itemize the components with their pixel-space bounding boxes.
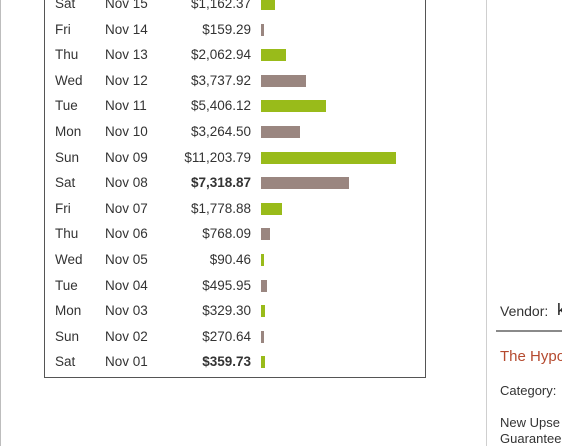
day-cell: Sat <box>55 354 76 370</box>
sales-bar <box>261 279 267 292</box>
sales-bar <box>261 202 282 215</box>
amount-cell: $329.30 <box>202 303 251 319</box>
sales-bar <box>261 151 396 164</box>
description-line: New Upse <box>500 415 560 430</box>
amount-cell: $3,264.50 <box>190 124 251 139</box>
sales-row: Wed Nov 12 $3,737.92 <box>55 71 415 91</box>
date-cell: Nov 04 <box>105 277 148 293</box>
sales-bar <box>261 305 265 318</box>
amount-cell: $159.29 <box>202 21 251 37</box>
amount-cell: $359.73 <box>202 354 251 370</box>
sidebar-border <box>486 0 487 446</box>
date-cell: Nov 14 <box>105 21 148 37</box>
date-cell: Nov 02 <box>105 328 148 344</box>
daily-sales-panel: Sat Nov 15 $1,162.37 Fri Nov 14 $159.29 Thu Nov… <box>44 0 426 378</box>
day-cell: Fri <box>55 21 71 37</box>
date-cell: Nov 11 <box>105 98 147 114</box>
day-cell: Thu <box>55 47 79 63</box>
day-cell: Sun <box>55 328 80 344</box>
date-cell: Nov 12 <box>105 72 148 88</box>
date-cell: Nov 03 <box>105 303 148 319</box>
sales-row: Tue Nov 11 $5,406.12 <box>55 96 415 116</box>
sales-row: Sat Nov 08 $7,318.87 <box>55 173 415 193</box>
day-cell: Wed <box>55 252 83 267</box>
description-line: Guarantee <box>500 431 562 446</box>
sales-row: Fri Nov 14 $159.29 <box>55 20 415 40</box>
date-cell: Nov 10 <box>105 124 148 139</box>
sales-row: Mon Nov 10 $3,264.50 <box>55 122 415 142</box>
vendor-value: k <box>557 300 562 319</box>
sales-bar <box>261 74 306 87</box>
sales-bar <box>261 177 349 190</box>
date-cell: Nov 09 <box>105 149 148 165</box>
amount-cell: $11,203.79 <box>184 149 251 165</box>
category-label: Category: <box>500 383 557 398</box>
sales-row: Sat Nov 15 $1,162.37 <box>55 0 415 14</box>
date-cell: Nov 08 <box>105 175 148 191</box>
amount-cell: $5,406.12 <box>190 98 251 114</box>
day-cell: Tue <box>55 277 78 293</box>
day-cell: Tue <box>55 98 78 114</box>
sales-row: Sat Nov 01 $359.73 <box>55 352 415 372</box>
day-cell: Sun <box>55 149 80 165</box>
amount-cell: $3,737.92 <box>190 72 251 88</box>
day-cell: Mon <box>55 303 82 319</box>
amount-cell: $1,778.88 <box>190 200 251 216</box>
date-cell: Nov 15 <box>105 0 148 11</box>
date-cell: Nov 07 <box>105 200 148 216</box>
amount-cell: $1,162.37 <box>190 0 251 11</box>
sales-bar <box>261 126 300 138</box>
day-cell: Sat <box>55 0 76 11</box>
date-cell: Nov 05 <box>105 252 148 267</box>
sales-row: Fri Nov 07 $1,778.88 <box>55 199 415 219</box>
sales-row: Sun Nov 02 $270.64 <box>55 327 415 347</box>
sales-bar <box>261 100 326 113</box>
amount-cell: $270.64 <box>202 328 251 344</box>
day-cell: Wed <box>55 72 83 88</box>
sales-bar <box>261 254 264 266</box>
sales-row: Tue Nov 04 $495.95 <box>55 276 415 296</box>
sales-row: Sun Nov 09 $11,203.79 <box>55 148 415 168</box>
amount-cell: $768.09 <box>202 226 251 242</box>
amount-cell: $7,318.87 <box>190 175 251 191</box>
day-cell: Fri <box>55 200 71 216</box>
product-link[interactable]: The Hypo <box>500 348 562 365</box>
sales-bar <box>261 0 275 10</box>
left-border <box>0 0 1 446</box>
amount-cell: $2,062.94 <box>190 47 251 63</box>
sales-row: Thu Nov 13 $2,062.94 <box>55 45 415 65</box>
day-cell: Sat <box>55 175 76 191</box>
vendor-label: Vendor: <box>500 303 549 319</box>
sales-row: Mon Nov 03 $329.30 <box>55 301 415 321</box>
date-cell: Nov 01 <box>105 354 148 370</box>
sales-row: Thu Nov 06 $768.09 <box>55 224 415 244</box>
sales-bar <box>261 330 264 343</box>
sales-bar <box>261 228 270 241</box>
date-cell: Nov 13 <box>105 47 148 63</box>
date-cell: Nov 06 <box>105 226 148 242</box>
sales-bar <box>261 356 265 369</box>
day-cell: Thu <box>55 226 79 242</box>
amount-cell: $495.95 <box>202 277 251 293</box>
sales-row: Wed Nov 05 $90.46 <box>55 250 415 270</box>
day-cell: Mon <box>55 124 82 139</box>
divider <box>496 330 562 332</box>
amount-cell: $90.46 <box>209 252 251 267</box>
sales-bar <box>261 49 286 62</box>
sales-bar <box>261 23 264 36</box>
